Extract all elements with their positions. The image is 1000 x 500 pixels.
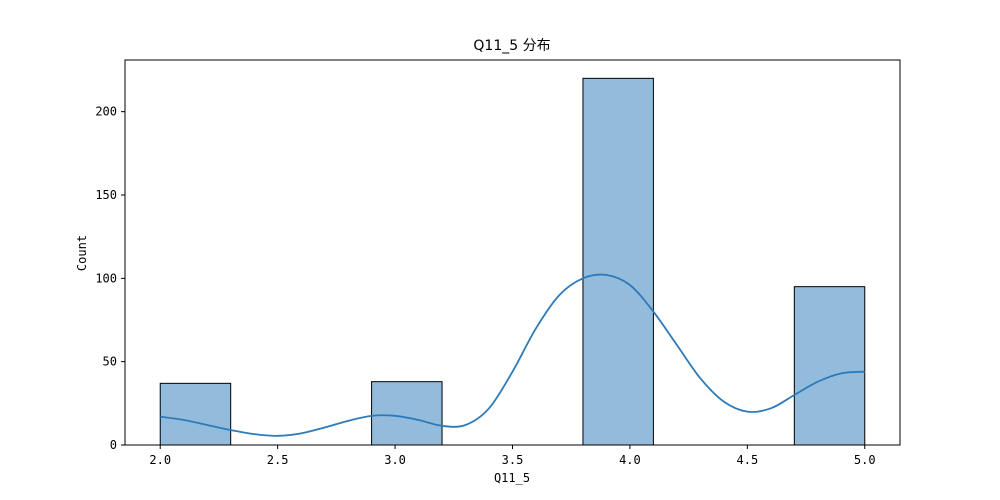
chart-title: Q11_5 分布: [473, 38, 550, 54]
x-axis: 2.0 2.5 3.0 3.5 4.0 4.5 5.0: [149, 445, 876, 467]
histogram-bar-0: [159, 382, 232, 446]
x-tick-label: 2.0: [149, 453, 171, 467]
y-tick-label: 100: [95, 271, 117, 285]
histogram-bar-3: [582, 77, 654, 446]
y-tick-label: 150: [95, 188, 117, 202]
bars-group: [159, 77, 866, 446]
x-tick-label: 2.5: [267, 453, 289, 467]
x-tick-label: 3.5: [502, 453, 524, 467]
y-axis: 0 50 100 150 200: [95, 105, 125, 452]
kde-line: [160, 273, 865, 437]
x-tick-label: 4.5: [737, 453, 759, 467]
histogram-bar-4: [793, 286, 866, 446]
y-tick-label: 200: [95, 105, 117, 119]
plot-frame: [124, 59, 901, 446]
x-tick-label: 5.0: [854, 453, 876, 467]
x-axis-label: Q11_5: [494, 471, 530, 485]
histogram-bar-2: [371, 381, 443, 446]
y-tick-label: 50: [103, 355, 117, 369]
y-tick-label: 0: [110, 438, 117, 452]
y-axis-label: Count: [75, 235, 89, 271]
x-tick-label: 4.0: [619, 453, 641, 467]
x-tick-label: 3.0: [384, 453, 406, 467]
